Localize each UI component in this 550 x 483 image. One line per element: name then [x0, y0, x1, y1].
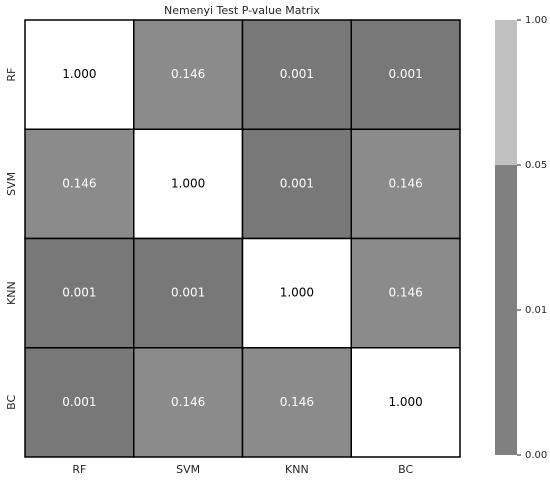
cell-label: 0.146 — [171, 67, 205, 81]
cell-label: 0.001 — [171, 286, 205, 300]
cell-label: 1.000 — [280, 286, 314, 300]
heatmap-cell — [24, 347, 135, 458]
heatmap-cell — [133, 128, 244, 240]
cell-label: 0.001 — [280, 176, 314, 190]
cell-label: 0.146 — [388, 286, 422, 300]
heatmap-cell — [350, 128, 461, 240]
heatmap-cell — [350, 347, 461, 458]
cell-label: 1.000 — [388, 395, 422, 409]
cell-label: 1.000 — [62, 67, 96, 81]
heatmap-cell — [350, 19, 461, 130]
colorbar-segment — [495, 310, 517, 455]
y-tick-label: BC — [5, 395, 18, 410]
y-tick-label: SVM — [5, 172, 18, 196]
x-tick-label: SVM — [176, 463, 200, 476]
cell-label: 1.000 — [171, 176, 205, 190]
colorbar-tick-label: 0.00 — [525, 450, 547, 461]
colorbar-tick-label: 1.00 — [525, 15, 547, 26]
x-tick-label: KNN — [285, 463, 309, 476]
cell-label: 0.001 — [388, 67, 422, 81]
heatmap-cell — [133, 19, 244, 130]
heatmap-cell — [241, 19, 352, 130]
cell-label: 0.001 — [62, 286, 96, 300]
heatmap-cell — [133, 347, 244, 458]
x-tick-label: BC — [398, 463, 413, 476]
cell-label: 0.146 — [62, 176, 96, 190]
colorbar-segment — [495, 20, 517, 165]
y-tick-label: KNN — [5, 281, 18, 305]
cell-label: 0.001 — [280, 67, 314, 81]
heatmap-cell — [24, 19, 135, 130]
chart-title: Nemenyi Test P-value Matrix — [164, 4, 320, 17]
cell-label: 0.146 — [388, 176, 422, 190]
colorbar-tick-label: 0.01 — [525, 305, 547, 316]
heatmap-cell — [350, 237, 461, 349]
heatmap-cell — [133, 237, 244, 349]
cell-label: 0.001 — [62, 395, 96, 409]
heatmap-cell — [24, 128, 135, 240]
y-tick-label: RF — [5, 68, 18, 82]
cell-label: 0.146 — [280, 395, 314, 409]
colorbar-tick-label: 0.05 — [525, 160, 547, 171]
colorbar-segment — [495, 165, 517, 310]
x-tick-label: RF — [72, 463, 86, 476]
cell-label: 0.146 — [171, 395, 205, 409]
